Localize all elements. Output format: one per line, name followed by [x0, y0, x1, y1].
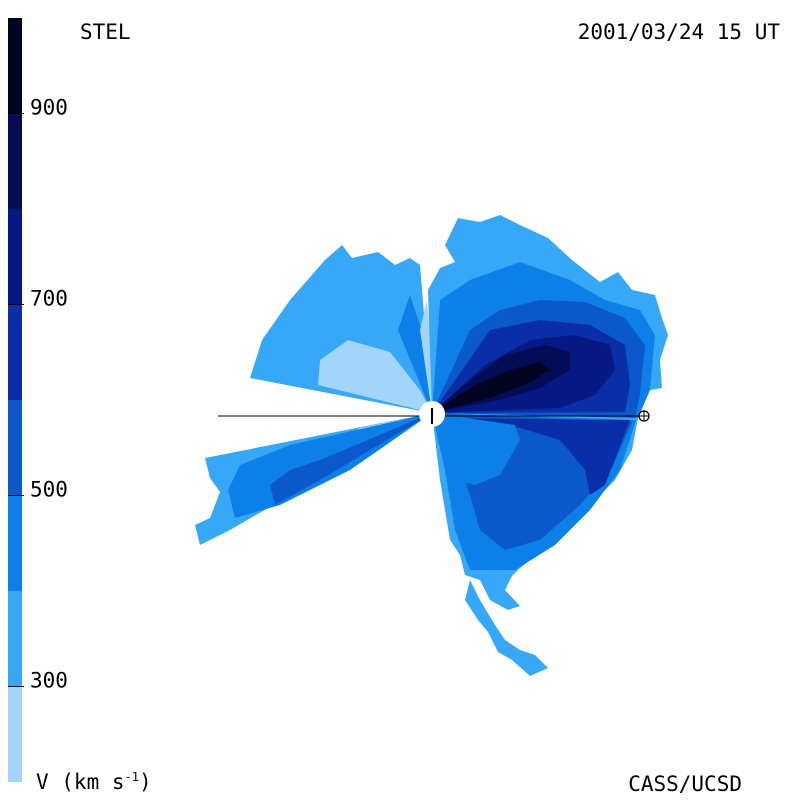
- wedge-upper-left-slow2: [420, 300, 432, 413]
- colorbar-label: V (km s-1): [36, 770, 152, 794]
- earth-marker: [638, 410, 650, 422]
- colorbar-band-5: [8, 209, 22, 305]
- colorbar-band-3: [8, 400, 22, 496]
- chart-title-timestamp: 2001/03/24 15 UT: [577, 20, 780, 44]
- colorbar-band-6: [8, 113, 22, 209]
- wedge-upper-left-mid: [398, 295, 432, 413]
- chart-title-left: STEL: [80, 20, 131, 44]
- colorbar-tick-label-900: 900: [30, 96, 68, 120]
- region-upper-right-max: [432, 362, 550, 413]
- colorbar-band-4: [8, 304, 22, 400]
- region-lower-tail: [465, 580, 548, 676]
- wedge-upper-left-slow: [318, 340, 432, 413]
- colorbar-band-1: [8, 591, 22, 687]
- colorbar-label-text: V (km s: [36, 770, 125, 794]
- colorbar-band-2: [8, 495, 22, 591]
- velocity-map: [195, 215, 668, 676]
- colorbar-ticks: 300 500 700 900: [8, 96, 68, 693]
- region-lower-right-slow: [432, 413, 520, 485]
- wedge-left-fast: [270, 413, 432, 505]
- colorbar-tick-label-700: 700: [30, 287, 68, 311]
- colorbar-label-close: ): [138, 770, 152, 794]
- colorbar-band-7: [8, 18, 22, 114]
- colorbar-tick-label-300: 300: [30, 669, 68, 693]
- chart-credit: CASS/UCSD: [628, 772, 742, 796]
- region-lower-right-faster: [440, 418, 630, 495]
- colorbar-tick-label-500: 500: [30, 478, 68, 502]
- colorbar-label-sup: -1: [124, 770, 139, 784]
- colorbar-band-0: [8, 686, 22, 782]
- colorbar: [8, 18, 22, 782]
